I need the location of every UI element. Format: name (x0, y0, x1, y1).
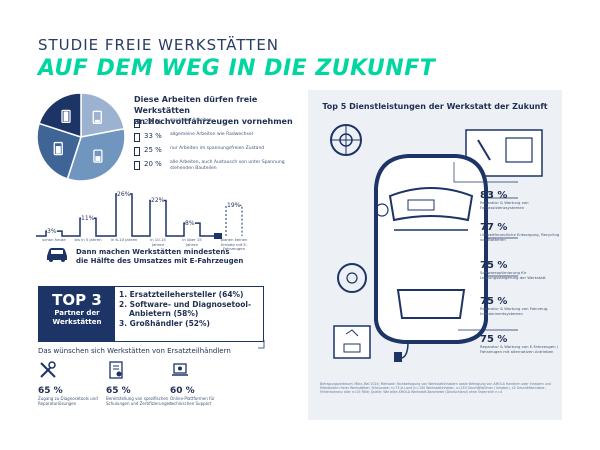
battery-icon (134, 161, 140, 170)
service-stat: 75 % Reparatur & Wartung von Fahrzeug-In… (480, 296, 560, 316)
panel-title: Top 5 Dienstleistungen der Werkstatt der… (322, 102, 548, 111)
stat-value: 83 % (480, 190, 508, 201)
timeline-value: 11% (81, 215, 95, 223)
wish-text: Online-Plattformen für technischen Suppo… (170, 396, 215, 406)
wishes-title: Das wünschen sich Werkstätten von Ersatz… (38, 347, 231, 355)
timeline-label: planen keinen Umsatz mit E-Fahrzeugen (220, 237, 248, 251)
timeline-main-text: Dann machen Werkstätten mindestens die H… (76, 248, 266, 266)
footnote: Befragungszeitraum: März–Mai 2024; Metho… (320, 382, 551, 394)
legend-value: 33 % (144, 132, 162, 140)
wish-value: 65 % (106, 386, 131, 396)
legend-label: alle Arbeiten, auch Austausch von unter … (170, 160, 285, 171)
service-stat: 77 % Umweltfreundliche Entsorgung, Recyc… (480, 222, 560, 242)
top3-sub2: Werkstätten (52, 318, 102, 326)
wish-item: 65 % Bereitstellung von spezifischen Sch… (106, 360, 176, 406)
tools-icon (40, 361, 56, 378)
stat-text: Umweltfreundliche Entsorgung, Recycling … (480, 232, 560, 242)
battery-icon (134, 147, 140, 156)
car-icon (47, 248, 67, 262)
legend-row: 20 % alle Arbeiten, auch Austausch von u… (134, 160, 314, 173)
legend-row: 33 % allgemeine Arbeiten wie Radwechsel (134, 132, 314, 145)
top3-badge: TOP 3 Partner der Werkstätten (39, 287, 115, 341)
timeline-dashed-bar (225, 204, 243, 236)
services-panel: Top 5 Dienstleistungen der Werkstatt der… (308, 90, 562, 420)
legend-label: allgemeine Arbeiten wie Radwechsel (170, 132, 253, 137)
car-illustration (330, 124, 543, 362)
stat-text: Reparatur & Wartung von Fahrassistenzsys… (480, 200, 529, 210)
pie-svg (36, 92, 126, 182)
timeline-value: 22% (151, 197, 165, 205)
wish-text: Zugang zu Diagnosetools und Reparaturlös… (38, 396, 98, 406)
top3-item: 2. Software- und Diagnosetool- (119, 299, 252, 309)
battery-icon (61, 109, 71, 124)
legend-row: 25 % nur Arbeiten im spannungsfreien Zus… (134, 146, 314, 159)
timeline-value: 3% (47, 228, 57, 236)
battery-icon (93, 149, 103, 163)
stat-value: 75 % (480, 296, 508, 307)
headline-future: AUF DEM WEG IN DIE ZUKUNFT (38, 56, 436, 81)
stat-value: 77 % (480, 222, 508, 233)
wish-item: 60 % Online-Plattformen für technischen … (170, 360, 240, 406)
battery-icon (134, 119, 140, 128)
stat-value: 75 % (480, 334, 508, 345)
pie-slice (66, 127, 126, 182)
timeline-value: 19% (227, 202, 241, 210)
pie-slice (38, 92, 82, 139)
battery-fill (55, 146, 61, 154)
timeline-main-line2: die Hälfte des Umsatzes mit E-Fahrzeugen (76, 257, 244, 265)
timeline-value: 8% (185, 220, 195, 228)
legend-row: 22 % gar keine Arbeiten (134, 118, 314, 131)
battery-fill (63, 111, 69, 122)
legend-value: 20 % (144, 160, 162, 168)
top3-sub1: Partner der (54, 309, 100, 317)
battery-icon (92, 110, 102, 124)
pie-title-line2: an Hochvoltfahrzeugen vornehmen (134, 117, 293, 126)
legend-label: nur Arbeiten im spannungsfreien Zustand (170, 146, 265, 151)
service-stat: 83 % Reparatur & Wartung von Fahrassiste… (480, 190, 560, 210)
timeline-label: in 6-10 Jahren (110, 237, 138, 242)
timeline-value: 26% (117, 191, 131, 198)
plug-icon (214, 233, 222, 239)
legend-value: 25 % (144, 146, 162, 154)
wish-value: 65 % (38, 386, 63, 396)
connector-line (258, 340, 265, 349)
pie-title-line1: Diese Arbeiten dürfen freie Werkstätten (134, 95, 258, 115)
top3-item: Anbietern (58%) (129, 309, 199, 318)
wish-text: Bereitstellung von spezifischen Schulung… (106, 396, 172, 406)
timeline-chart: 3% 11% 26% 22% 8% 19% schon heute bis in… (36, 188, 276, 258)
timeline-label: schon heute (42, 237, 66, 242)
stat-text: Reparatur & Wartung von Fahrzeug-Infotai… (480, 306, 549, 316)
top3-item: 1. Ersatzteilehersteller (64%) (119, 290, 244, 299)
battery-fill (95, 156, 101, 162)
stat-text: Softwareoptimierung für Leistungssteiger… (480, 270, 546, 280)
certificate-icon (109, 361, 123, 379)
timeline-label: in 10-15 Jahren (150, 237, 166, 247)
headline-study: STUDIE FREIE WERKSTÄTTEN (38, 36, 280, 54)
pie-slice (80, 92, 126, 138)
timeline-label: bis in 5 Jahren (74, 237, 102, 242)
pie-legend: 22 % gar keine Arbeiten 33 % allgemeine … (134, 118, 314, 174)
pie-chart (36, 92, 126, 182)
pie-title: Diese Arbeiten dürfen freie Werkstätten … (134, 94, 304, 127)
service-stat: 75 % Softwareoptimierung für Leistungsst… (480, 260, 560, 280)
wish-value: 60 % (170, 386, 195, 396)
top3-item: 3. Großhändler (52%) (119, 318, 210, 328)
battery-icon (134, 133, 140, 142)
top3-title: TOP 3 (52, 291, 102, 309)
stat-text: Reparatur & Wartung von E-Fahrzeugen / F… (480, 344, 559, 354)
legend-value: 22 % (144, 118, 162, 126)
timeline-line (36, 193, 214, 237)
service-stat: 75 % Reparatur & Wartung von E-Fahrzeuge… (480, 334, 560, 354)
wish-item: 65 % Zugang zu Diagnosetools und Reparat… (38, 360, 108, 406)
legend-label: gar keine Arbeiten (170, 118, 212, 123)
top3-list: 1. Ersatzteilehersteller (64%) 2. Softwa… (119, 290, 261, 328)
timeline-label: in über 15 Jahren (182, 237, 202, 247)
laptop-icon (172, 363, 188, 376)
top3-box: TOP 3 Partner der Werkstätten 1. Ersatzt… (38, 286, 264, 342)
stat-value: 75 % (480, 260, 508, 271)
battery-icon (53, 141, 63, 156)
battery-fill (94, 119, 100, 123)
timeline-main-line1: Dann machen Werkstätten mindestens (76, 248, 230, 256)
